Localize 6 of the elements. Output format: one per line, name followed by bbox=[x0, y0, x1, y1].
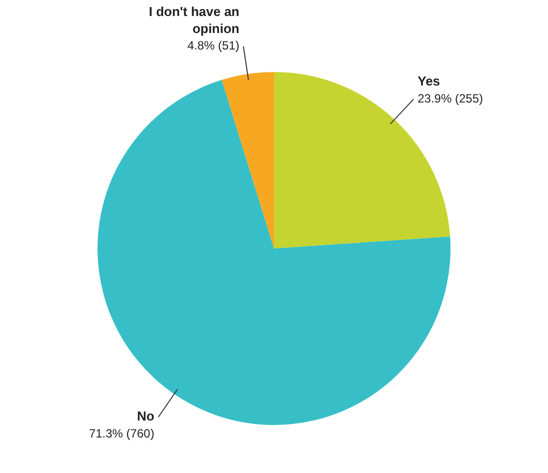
data-label: 4.8% (51) bbox=[187, 38, 240, 53]
data-label: 23.9% (255) bbox=[418, 91, 483, 106]
slice-label: I don't have an opinion bbox=[148, 4, 240, 36]
slice-label: Yes bbox=[418, 74, 440, 89]
slice-label: No bbox=[136, 408, 154, 424]
data-label: 71.3% (760) bbox=[88, 426, 154, 440]
